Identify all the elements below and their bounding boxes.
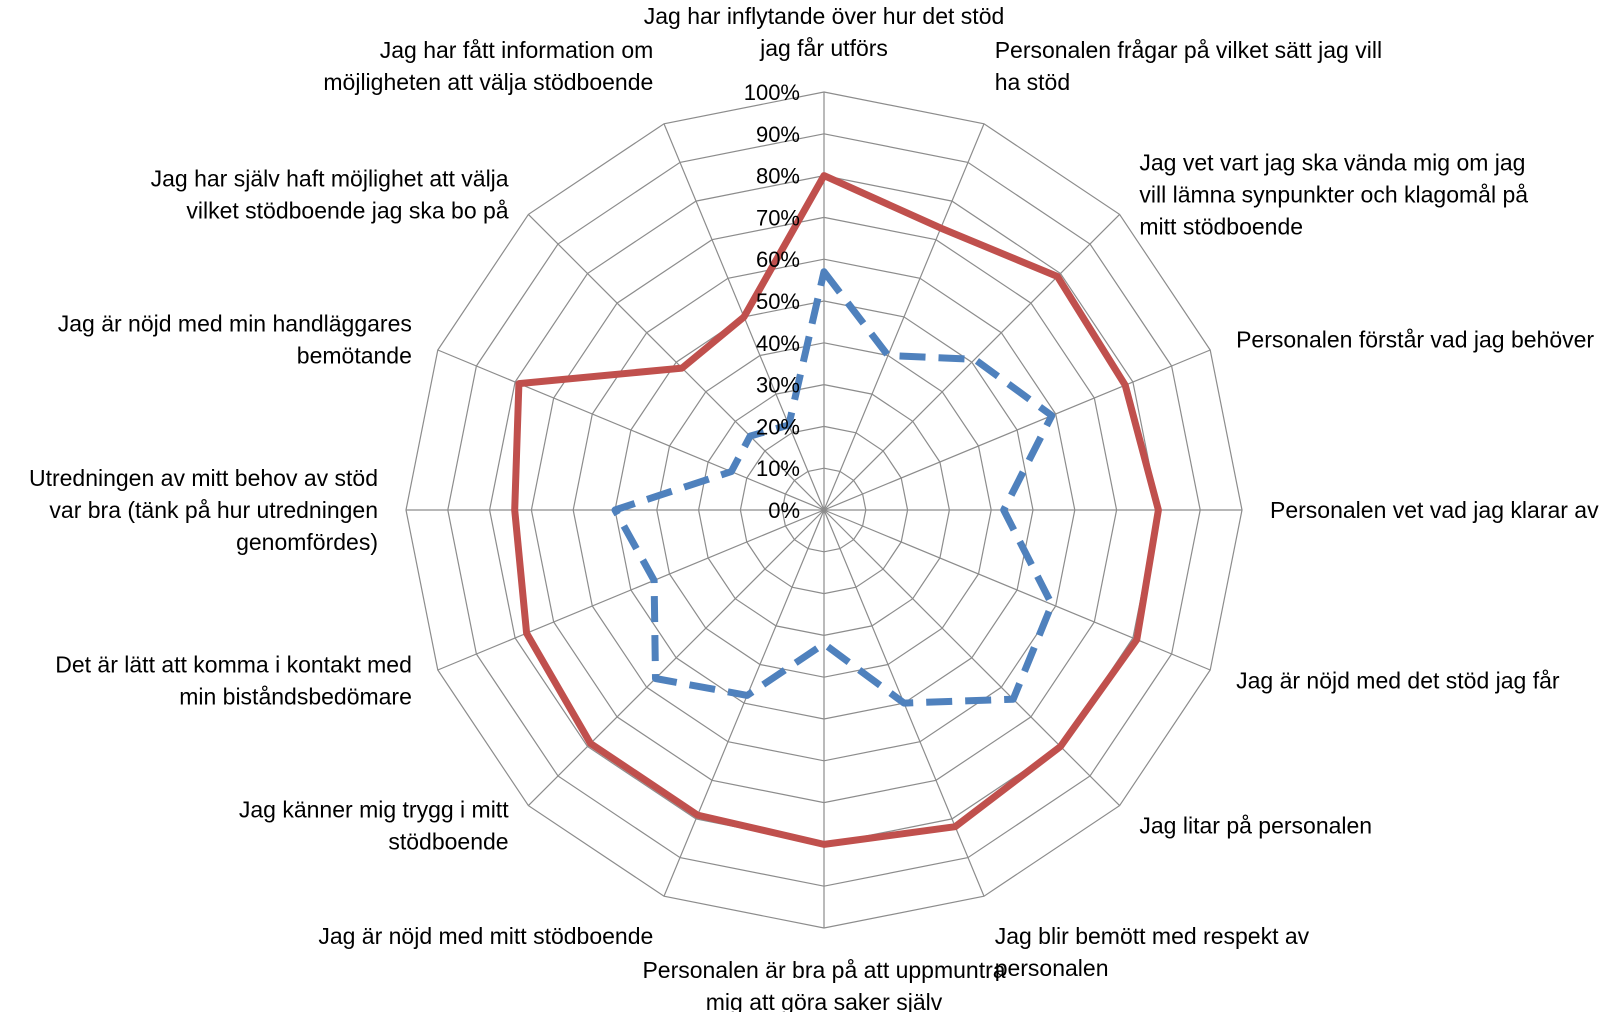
category-label: Personalen vet vad jag klarar av xyxy=(1270,497,1599,523)
tick-label: 100% xyxy=(744,80,800,105)
category-label: Jag är nöjd med min handläggares bemötand… xyxy=(58,310,412,368)
category-label: Det är lätt att komma i kontakt med min b… xyxy=(55,652,412,710)
spoke xyxy=(823,349,1211,511)
category-label-line: Personalen vet vad jag klarar av xyxy=(1270,497,1599,523)
category-label: Jag känner mig trygg i mitt stödboende xyxy=(239,796,509,854)
category-label: Jag har fått information om möjligheten a… xyxy=(323,37,653,95)
tick-label: 50% xyxy=(756,289,800,314)
category-label: Jag litar på personalen xyxy=(1139,812,1372,838)
category-label-line: Jag är nöjd med min handläggares xyxy=(58,310,412,336)
category-label-line: Jag är nöjd med det stöd jag får xyxy=(1236,668,1560,694)
series-line-1 xyxy=(511,172,1162,848)
category-label-line: Jag är nöjd med mitt stödboende xyxy=(318,923,653,949)
tick-label: 90% xyxy=(756,122,800,147)
category-label: Personalen frågar på vilket sätt jag vil… xyxy=(995,37,1382,95)
spoke xyxy=(663,509,825,897)
category-label-line: min biståndsbedömare xyxy=(179,684,412,710)
category-label: Jag har själv haft möjlighet att välja vi… xyxy=(151,166,509,224)
category-label-line: ha stöd xyxy=(995,69,1070,95)
tick-label: 60% xyxy=(756,247,800,272)
tick-label: 0% xyxy=(768,498,800,523)
category-label-line: Personalen är bra på att uppmuntra xyxy=(642,957,1005,983)
radar-spokes xyxy=(406,92,1242,928)
tick-label: 30% xyxy=(756,373,800,398)
category-label-line: Jag vet vart jag ska vända mig om jag xyxy=(1139,150,1525,176)
category-label: Personalen är bra på att uppmuntra mig at… xyxy=(642,957,1005,1012)
category-label-line: stödboende xyxy=(388,828,508,854)
category-label-line: vill lämna synpunkter och klagomål på xyxy=(1139,182,1528,208)
category-label: Jag är nöjd med mitt stödboende xyxy=(318,923,653,949)
category-label-line: Jag har själv haft möjlighet att välja xyxy=(151,166,509,192)
category-label-line: Jag blir bemött med respekt av xyxy=(995,923,1310,949)
category-label-line: jag får utförs xyxy=(759,35,888,61)
category-label-line: Jag känner mig trygg i mitt xyxy=(239,796,509,822)
series-line-2 xyxy=(611,268,1056,707)
series-layer xyxy=(511,172,1162,848)
category-label: Jag är nöjd med det stöd jag får xyxy=(1236,668,1560,694)
category-label-line: var bra (tänk på hur utredningen xyxy=(49,497,378,523)
category-label-line: Jag litar på personalen xyxy=(1139,812,1372,838)
category-label: Jag har inflytande över hur det stöd jag … xyxy=(644,3,1005,61)
spoke xyxy=(437,509,825,671)
category-label: Utredningen av mitt behov av stöd var bra… xyxy=(29,465,378,555)
category-label-line: genomfördes) xyxy=(236,529,378,555)
spoke xyxy=(823,123,985,511)
category-label-line: Utredningen av mitt behov av stöd xyxy=(29,465,378,491)
category-labels: Jag har inflytande över hur det stöd jag … xyxy=(29,3,1599,1012)
category-label-line: bemötande xyxy=(297,342,412,368)
tick-label: 80% xyxy=(756,164,800,189)
spoke xyxy=(437,349,825,511)
spoke xyxy=(527,509,825,807)
category-label-line: Personalen frågar på vilket sätt jag vil… xyxy=(995,37,1382,63)
category-label-line: mig att göra saker själv xyxy=(706,989,943,1012)
tick-label: 20% xyxy=(756,414,800,439)
spoke xyxy=(823,213,1121,511)
category-label-line: vilket stödboende jag ska bo på xyxy=(186,198,508,224)
tick-label: 70% xyxy=(756,205,800,230)
category-label-line: Det är lätt att komma i kontakt med xyxy=(55,652,412,678)
tick-label: 10% xyxy=(756,456,800,481)
category-label: Personalen förstår vad jag behöver xyxy=(1236,326,1594,352)
category-label: Jag blir bemött med respekt av personalen xyxy=(995,923,1310,981)
spoke xyxy=(823,509,1211,671)
category-label: Jag vet vart jag ska vända mig om jag vil… xyxy=(1139,150,1528,240)
category-label-line: mitt stödboende xyxy=(1139,214,1303,240)
category-label-line: Jag har fått information om xyxy=(380,37,654,63)
tick-labels: 0% 10% 20% 30% 40% 50% 60% 70% 80% 90% 100% xyxy=(744,80,800,523)
category-label-line: Personalen förstår vad jag behöver xyxy=(1236,326,1594,352)
category-label-line: möjligheten att välja stödboende xyxy=(323,69,653,95)
spoke xyxy=(823,509,1121,807)
category-label-line: Jag har inflytande över hur det stöd xyxy=(644,3,1005,29)
category-label-line: personalen xyxy=(995,955,1109,981)
tick-label: 40% xyxy=(756,331,800,356)
spoke xyxy=(527,213,825,511)
